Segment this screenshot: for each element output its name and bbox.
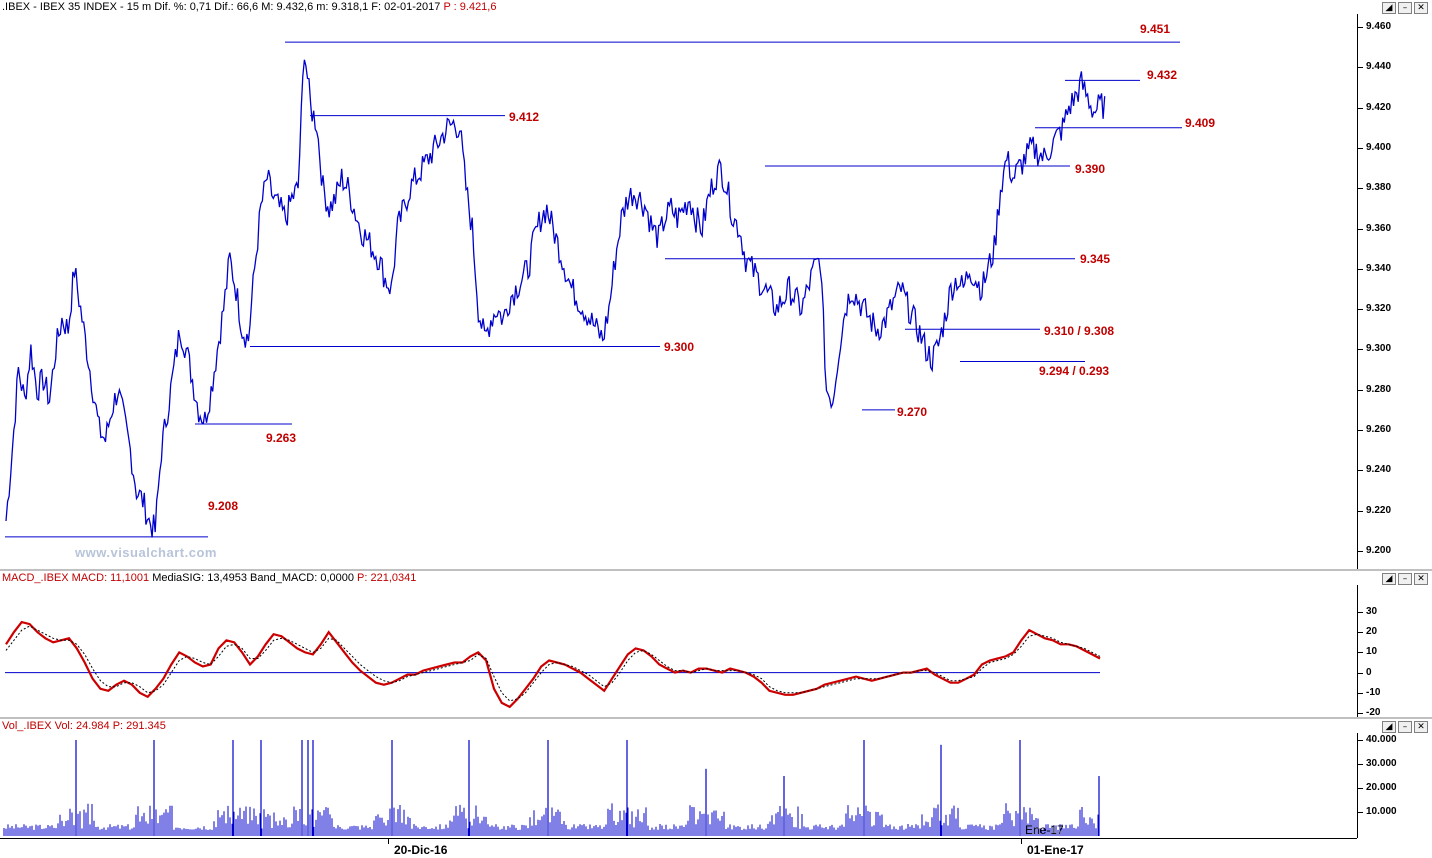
- minimize-icon[interactable]: –: [1398, 573, 1412, 585]
- macd-tick-label: 0: [1366, 666, 1372, 678]
- price-tick-label: 9.400: [1366, 141, 1392, 153]
- level-label: 9.451: [1140, 22, 1171, 36]
- price-tick-label: 9.340: [1366, 262, 1392, 274]
- price-tick-label: 9.220: [1366, 504, 1392, 516]
- level-label: 9.300: [664, 340, 695, 354]
- price-tick-label: 9.440: [1366, 61, 1392, 73]
- macd-y-axis: 30 20 10 0 -10 -20: [1357, 585, 1432, 718]
- level-label: 9.263: [266, 431, 297, 445]
- price-tick-label: 9.420: [1366, 101, 1392, 113]
- price-header-last: P : 9.421,6: [443, 1, 497, 13]
- macd-tick-label: -10: [1366, 686, 1381, 698]
- macd-header: MACD_.IBEX MACD: 11,1001 MediaSIG: 13,49…: [2, 571, 416, 585]
- level-label: 9.294 / 0.293: [1039, 364, 1110, 378]
- macd-header-stats: MediaSIG: 13,4953 Band_MACD: 0,0000: [152, 572, 358, 584]
- price-tick-label: 9.260: [1366, 424, 1392, 436]
- price-window-controls: ◢ – ✕: [1382, 2, 1428, 14]
- price-tick-label: 9.380: [1366, 182, 1392, 194]
- close-icon[interactable]: ✕: [1414, 2, 1428, 14]
- level-label: 9.432: [1147, 68, 1178, 82]
- price-series-line: [5, 59, 1106, 538]
- level-label: 9.270: [897, 405, 928, 419]
- price-header: .IBEX - IBEX 35 INDEX - 15 m Dif. %: 0,7…: [2, 0, 496, 14]
- macd-pane: MACD_.IBEX MACD: 11,1001 MediaSIG: 13,49…: [0, 571, 1432, 718]
- price-pane: .IBEX - IBEX 35 INDEX - 15 m Dif. %: 0,7…: [2, 0, 1432, 569]
- price-tick-label: 9.200: [1366, 545, 1392, 556]
- restore-icon[interactable]: ◢: [1382, 573, 1396, 585]
- x-label-01-ene: 01-Ene-17: [1027, 843, 1084, 857]
- watermark: www.visualchart.com: [75, 545, 217, 560]
- x-label-20-dic: 20-Dic-16: [394, 843, 448, 857]
- level-label: 9.310 / 9.308: [1044, 324, 1115, 338]
- price-tick-label: 9.240: [1366, 464, 1392, 476]
- x-axis: 20-Dic-16 01-Ene-17: [0, 838, 1357, 858]
- macd-tick-label: 10: [1366, 646, 1378, 658]
- price-tick-label: 9.360: [1366, 222, 1392, 234]
- level-label: 9.345: [1080, 252, 1111, 266]
- price-header-stats: Dif. %: 0,71 Dif.: 66,6 M: 9.432,6 m: 9.…: [151, 1, 444, 13]
- month-marker-label: Ene-17: [1025, 823, 1064, 837]
- volume-tick-label: 20.000: [1366, 782, 1397, 793]
- restore-icon[interactable]: ◢: [1382, 721, 1396, 733]
- price-tick-label: 9.280: [1366, 383, 1392, 395]
- level-label: 9.412: [509, 110, 540, 124]
- restore-icon[interactable]: ◢: [1382, 2, 1396, 14]
- price-tick-label: 9.320: [1366, 303, 1392, 315]
- minimize-icon[interactable]: –: [1398, 2, 1412, 14]
- close-icon[interactable]: ✕: [1414, 721, 1428, 733]
- price-header-interval: 15 m: [126, 1, 152, 13]
- volume-header-last: P: 291.345: [112, 720, 166, 732]
- volume-tick-label: 40.000: [1366, 734, 1397, 745]
- volume-y-axis: 40.000 30.000 20.000 10.000: [1357, 733, 1432, 838]
- price-y-axis: 9.460 9.440 9.420 9.400 9.380 9.360 9.340 9.320…: [1357, 14, 1432, 569]
- macd-plot: [5, 620, 1101, 709]
- macd-header-last: P: 221,0341: [357, 572, 417, 584]
- macd-header-prefix: MACD_.IBEX MACD: 11,1001: [2, 572, 153, 584]
- price-tick-label: 9.300: [1366, 343, 1392, 355]
- volume-window-controls: ◢ – ✕: [1382, 721, 1428, 733]
- volume-tick-label: 30.000: [1366, 758, 1397, 769]
- macd-window-controls: ◢ – ✕: [1382, 573, 1428, 585]
- level-label: 9.409: [1185, 116, 1216, 130]
- price-header-symbol: .IBEX - IBEX 35 INDEX -: [2, 1, 127, 13]
- price-tick-label: 9.460: [1366, 21, 1392, 32]
- volume-header: Vol_.IBEX Vol: 24.984 P: 291.345: [2, 719, 166, 733]
- macd-line: [5, 620, 1101, 709]
- price-plot: [5, 41, 1182, 538]
- macd-tick-label: -20: [1366, 707, 1381, 718]
- signal-line: [5, 625, 1101, 702]
- level-label: 9.208: [208, 499, 239, 513]
- volume-plot: [3, 740, 1100, 836]
- minimize-icon[interactable]: –: [1398, 721, 1412, 733]
- volume-pane: Vol_.IBEX Vol: 24.984 P: 291.345 ◢ – ✕ 4…: [0, 719, 1432, 838]
- volume-header-prefix: Vol_.IBEX Vol: 24.984: [2, 720, 113, 732]
- level-label: 9.390: [1075, 162, 1106, 176]
- volume-tick-label: 10.000: [1366, 806, 1397, 817]
- macd-tick-label: 20: [1366, 626, 1378, 638]
- macd-tick-label: 30: [1366, 606, 1378, 617]
- close-icon[interactable]: ✕: [1414, 573, 1428, 585]
